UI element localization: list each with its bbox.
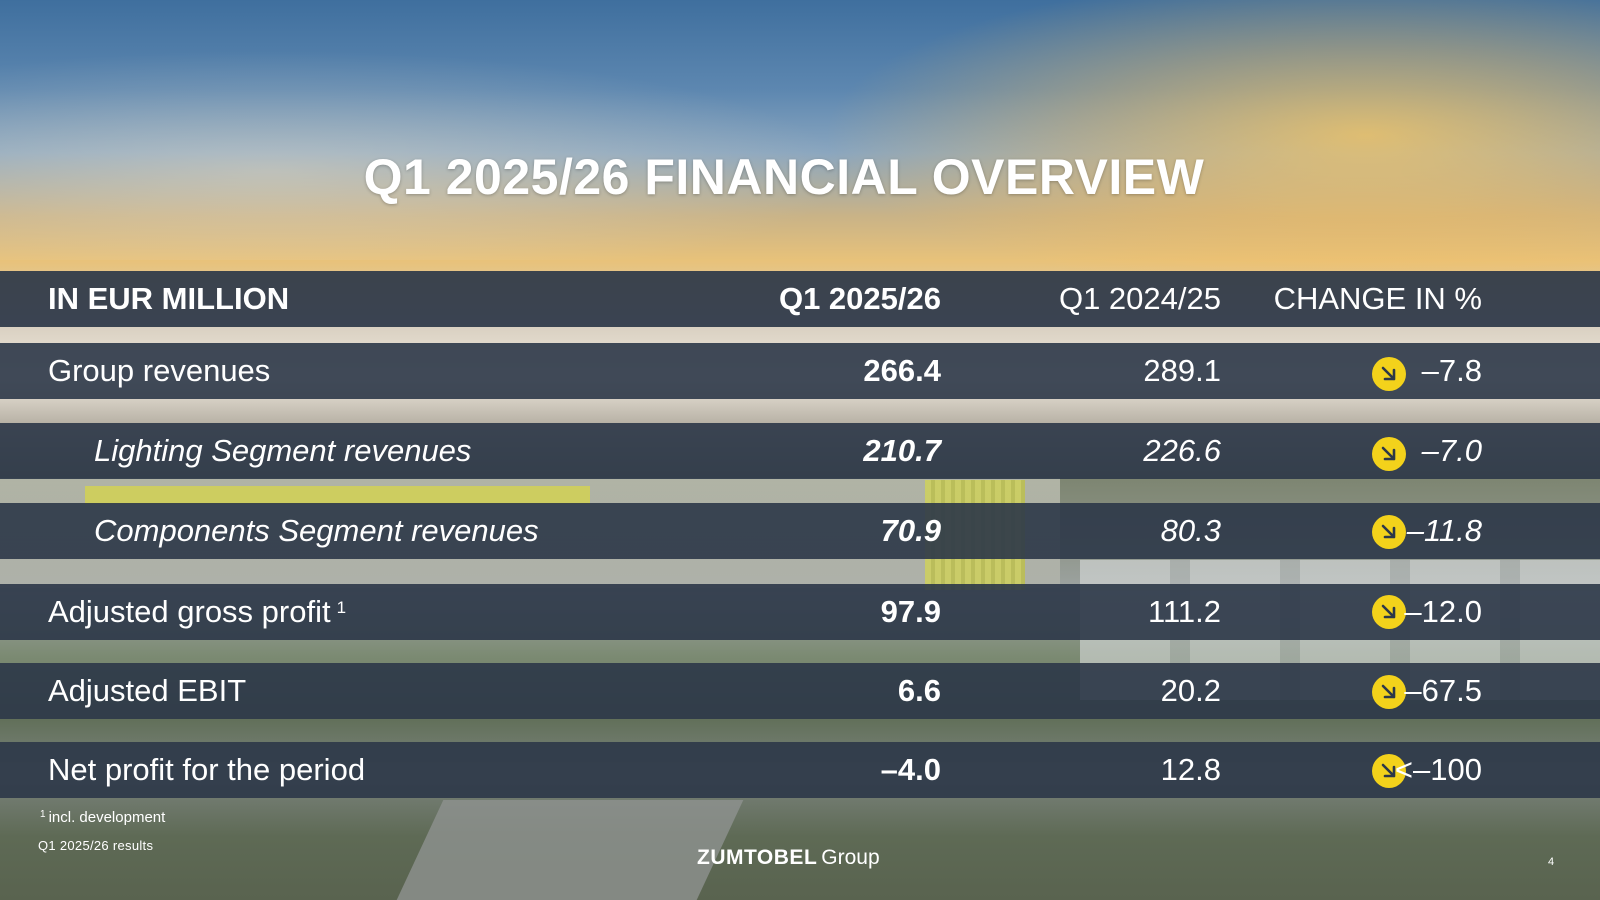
header-label: IN EUR MILLION — [48, 281, 290, 316]
row-previous: 12.8 — [1160, 752, 1221, 787]
arrow-down-right-icon — [1372, 357, 1406, 391]
row-change: –67.5 — [1404, 673, 1482, 708]
table-row: Components Segment revenues 70.9 80.3 –1… — [0, 503, 1600, 559]
row-change: –7.8 — [1421, 353, 1482, 388]
table-row: Net profit for the period –4.0 12.8 <–10… — [0, 742, 1600, 798]
row-change: –12.0 — [1404, 594, 1482, 629]
logo-light-text: Group — [821, 846, 880, 869]
row-previous: 289.1 — [1143, 353, 1221, 388]
row-label: Adjusted gross profit 1 — [48, 584, 346, 640]
arrow-down-right-icon — [1372, 595, 1406, 629]
row-change: –11.8 — [1406, 513, 1482, 548]
table-row: Adjusted gross profit 1 97.9 111.2 –12.0 — [0, 584, 1600, 640]
header-change: CHANGE IN % — [1273, 281, 1482, 316]
sky-background — [0, 40, 900, 260]
sunset-glow — [820, 0, 1600, 300]
table-row: Lighting Segment revenues 210.7 226.6 –7… — [0, 423, 1600, 479]
page-title: Q1 2025/26 FINANCIAL OVERVIEW — [363, 149, 1205, 205]
row-previous: 20.2 — [1160, 673, 1221, 708]
row-previous: 226.6 — [1143, 433, 1221, 468]
footnote-ref: 1 — [336, 598, 347, 617]
page-number: 4 — [1548, 856, 1555, 868]
company-logo: ZUMTOBEL Group — [697, 846, 880, 870]
footnote-text: incl. development — [48, 809, 166, 826]
logo-bold-text: ZUMTOBEL — [697, 846, 818, 869]
row-current: 97.9 — [880, 594, 941, 629]
row-label: Adjusted EBIT — [48, 673, 247, 708]
row-label: Net profit for the period — [48, 752, 366, 787]
table-row: Adjusted EBIT 6.6 20.2 –67.5 — [0, 663, 1600, 719]
footnote: 1 incl. development — [40, 809, 165, 826]
row-change: –7.0 — [1421, 433, 1482, 468]
row-current: 266.4 — [863, 353, 941, 388]
row-change: <–100 — [1394, 752, 1482, 787]
arrow-down-right-icon — [1372, 754, 1406, 788]
row-current: 70.9 — [880, 513, 941, 548]
table-row: Group revenues 266.4 289.1 –7.8 — [0, 343, 1600, 399]
arrow-down-right-icon — [1372, 515, 1406, 549]
row-current: 6.6 — [897, 673, 941, 708]
building-facade — [85, 486, 590, 504]
arrow-down-right-icon — [1372, 437, 1406, 471]
row-label: Group revenues — [48, 353, 271, 388]
road — [396, 800, 744, 900]
row-previous: 80.3 — [1160, 513, 1221, 548]
presentation-name: Q1 2025/26 results — [38, 838, 154, 853]
footnote-marker: 1 — [40, 809, 46, 820]
row-current: 210.7 — [863, 433, 941, 468]
row-previous: 111.2 — [1148, 594, 1221, 629]
table-header: IN EUR MILLION Q1 2025/26 Q1 2024/25 CHA… — [0, 271, 1600, 327]
row-label: Lighting Segment revenues — [94, 433, 472, 468]
header-current: Q1 2025/26 — [778, 281, 941, 316]
header-previous: Q1 2024/25 — [1058, 281, 1221, 316]
row-label-text: Adjusted gross profit — [48, 594, 331, 629]
arrow-down-right-icon — [1372, 675, 1406, 709]
row-current: –4.0 — [880, 752, 941, 787]
row-label: Components Segment revenues — [94, 513, 539, 548]
